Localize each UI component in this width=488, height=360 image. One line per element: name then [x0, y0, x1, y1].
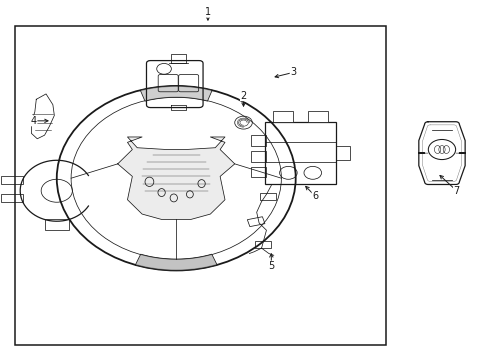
Text: 4: 4 [31, 116, 37, 126]
Bar [247, 217, 264, 226]
Bar [308, 111, 327, 122]
Polygon shape [140, 86, 212, 101]
Text: 2: 2 [240, 91, 246, 101]
Bar [250, 135, 265, 146]
Bar [264, 122, 335, 184]
Bar [260, 193, 275, 200]
Polygon shape [118, 137, 234, 220]
Text: 3: 3 [289, 67, 296, 77]
Bar [335, 146, 349, 160]
Text: 6: 6 [311, 191, 318, 201]
Polygon shape [135, 254, 217, 270]
Bar [15, 26, 385, 345]
Text: 5: 5 [267, 261, 274, 271]
Bar [250, 151, 265, 162]
Bar [250, 167, 265, 177]
Text: 1: 1 [204, 7, 210, 17]
Bar [255, 241, 270, 248]
Text: 7: 7 [452, 186, 459, 196]
Bar [273, 111, 292, 122]
